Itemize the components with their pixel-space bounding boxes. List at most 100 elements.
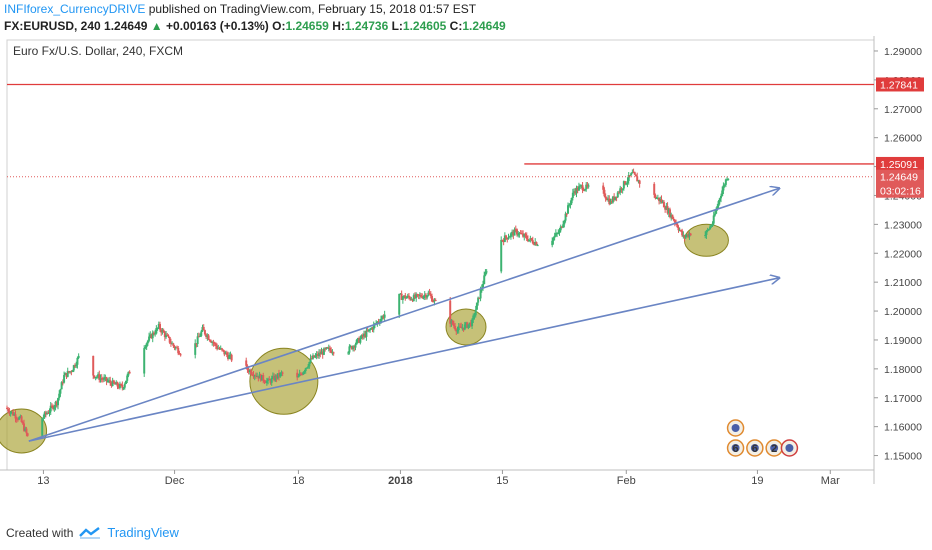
candle-body [477,297,480,303]
candle-body [405,297,408,299]
candle-body [223,350,226,355]
candle-body [150,334,153,339]
candle-body [148,336,151,341]
y-tick-label: 1.18000 [884,364,922,376]
y-tick-label: 1.20000 [884,306,922,318]
x-tick-label: Dec [165,475,185,487]
candle-body [472,315,475,320]
candle-body [322,348,325,355]
candle-body [559,226,562,231]
candle-body [104,377,107,379]
candle-body [529,238,532,240]
candle-body [518,232,521,235]
event-marker-flag-icon [785,444,794,452]
candle-body [194,343,197,355]
candle-body [312,355,314,359]
candle-body [94,377,97,379]
candle-body [551,240,554,246]
candle-body [682,235,685,237]
candle-body [75,364,78,367]
candle-body [418,295,421,297]
candle-body [324,348,327,350]
candle-body [511,231,514,234]
x-tick-label: 18 [292,475,304,487]
candle-body [625,183,628,185]
y-tick-label: 1.17000 [884,393,922,405]
candle-body [327,347,330,349]
candle-body [116,382,119,387]
candle-body [162,330,165,333]
candle-body [411,299,414,301]
candle-body [431,296,433,302]
x-tick-label: 15 [496,475,508,487]
candle-body [567,205,569,214]
high-value: 1.24736 [344,19,389,33]
candle-body [44,412,47,415]
candle-body [92,355,95,376]
candle-body [203,330,206,335]
price-tag [876,156,924,171]
trend-line-arrow [28,278,779,442]
candle-body [112,380,115,384]
candle-body [352,346,355,350]
candle-body [571,192,574,198]
candle-body [257,376,260,379]
candle-body [252,374,255,377]
author-link[interactable]: INFIforex_CurrencyDRIVE [4,2,146,16]
candle-body [353,346,356,348]
candle-body [99,378,102,380]
candle-body [222,349,225,351]
candle-body [678,230,681,232]
candle-body [347,352,350,354]
candle-body [522,233,525,237]
candle-body [513,229,516,236]
candle-body [721,190,724,196]
close-label: C: [449,19,463,33]
candle-body [628,175,631,177]
candle-body [429,294,432,297]
candle-body [452,324,455,326]
candle-body [724,179,727,185]
candle-body [320,351,323,355]
candle-body [95,376,98,378]
candle-body [607,198,610,201]
candle-body [211,341,214,343]
candle-body [670,214,673,218]
footer: Created with TradingView [6,525,179,540]
candle-body [7,408,10,412]
candle-body [666,206,669,214]
candle-body [149,334,152,337]
candle-body [626,180,629,184]
candle-body [556,233,559,235]
candle-body [406,295,409,298]
candle-body [412,295,415,301]
candle-body [115,382,118,385]
candle-body [330,350,333,353]
x-tick-label: 19 [751,475,763,487]
candle-body [520,233,523,235]
candle-body [580,185,583,187]
candle-body [263,380,266,383]
candle-body [64,373,67,376]
price-tag-label: 1.27841 [880,79,918,91]
candle-body [366,330,369,332]
price-chart[interactable]: Euro Fx/U.S. Dollar, 240, FXCM 1.15000 1.1… [0,36,932,520]
candle-body [622,181,625,189]
candle-body [356,338,359,340]
candle-body [16,418,19,420]
candle-body [217,348,220,350]
candle-body [363,333,365,337]
candle-body [587,185,590,187]
candle-body [673,220,676,223]
low-value: 1.24605 [402,19,447,33]
candle-body [307,366,310,368]
tradingview-brand[interactable]: TradingView [107,525,179,540]
candle-body [508,236,511,238]
candle-body [245,360,248,366]
last-price-tag [876,169,924,198]
candle-body [155,328,158,334]
candle-body [178,353,181,355]
candle-body [716,205,719,210]
candle-body [326,347,329,349]
candle-body [501,239,504,241]
